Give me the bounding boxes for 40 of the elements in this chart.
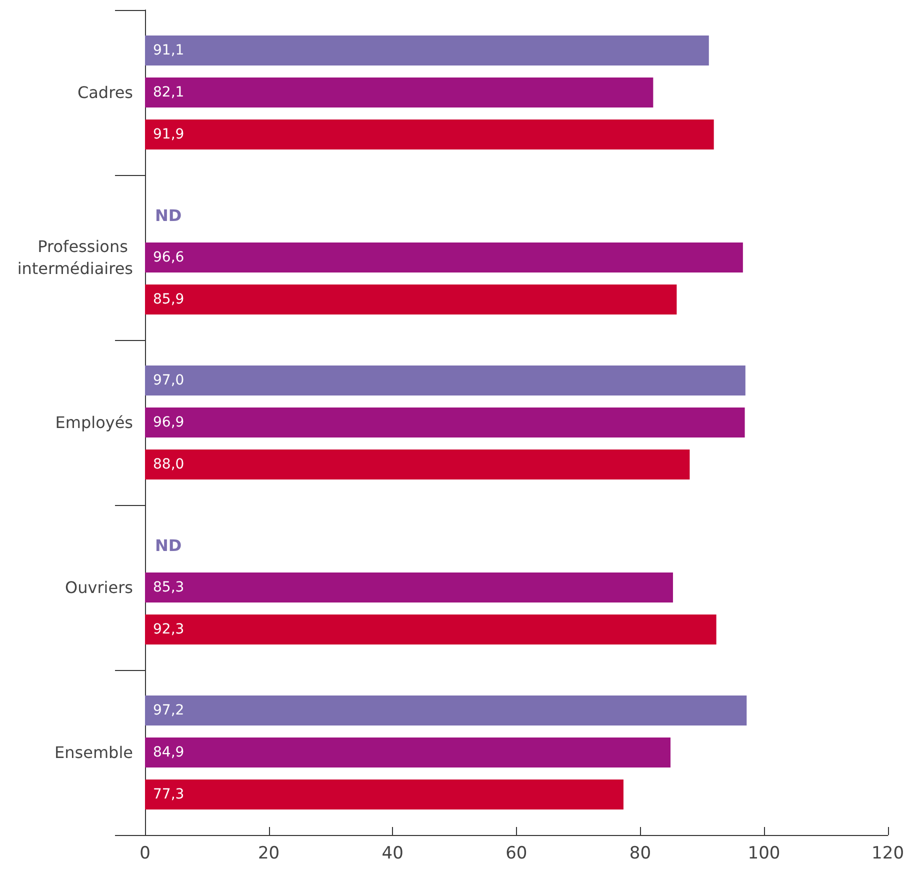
- data-label: 91,9: [153, 126, 184, 142]
- x-tick-label: 100: [748, 844, 780, 864]
- x-tick-label: 0: [140, 844, 150, 864]
- data-label: 77,3: [153, 786, 184, 802]
- bar: [145, 614, 716, 644]
- bar: [145, 738, 671, 768]
- bar: [145, 572, 673, 602]
- bar: [145, 450, 690, 480]
- data-label: 97,0: [153, 372, 184, 388]
- data-label: 88,0: [153, 456, 184, 472]
- x-tick-label: 120: [872, 844, 904, 864]
- bar: [145, 408, 745, 438]
- bar: [145, 284, 677, 314]
- data-label: 97,2: [153, 702, 184, 718]
- bar: [145, 78, 654, 108]
- x-tick-label: 60: [506, 844, 528, 864]
- text: ND: [155, 536, 182, 555]
- data-label: 96,6: [153, 250, 184, 266]
- x-tick-label: 80: [629, 844, 652, 864]
- y-tick-label: Ouvriers: [65, 578, 133, 597]
- bar: [145, 696, 747, 726]
- bar: [145, 242, 743, 272]
- y-tick-label: Cadres: [77, 83, 133, 102]
- data-label: 82,1: [153, 84, 184, 100]
- y-tick-label: Employés: [55, 413, 133, 432]
- bar: [145, 366, 746, 396]
- y-tick-label: Professions intermédiaires: [17, 237, 133, 278]
- bar: [145, 780, 624, 810]
- data-label: 84,9: [153, 744, 184, 760]
- text: ND: [155, 206, 182, 225]
- bar: [145, 120, 714, 150]
- data-label: 91,1: [153, 42, 184, 58]
- x-tick-label: 20: [258, 844, 280, 864]
- bar: [145, 36, 709, 66]
- data-label: 85,3: [153, 580, 184, 596]
- data-label: 85,9: [153, 292, 184, 308]
- data-label: 96,9: [153, 414, 184, 430]
- x-tick-label: 40: [382, 844, 404, 864]
- data-label: 92,3: [153, 622, 184, 638]
- y-tick-label: Ensemble: [54, 743, 133, 762]
